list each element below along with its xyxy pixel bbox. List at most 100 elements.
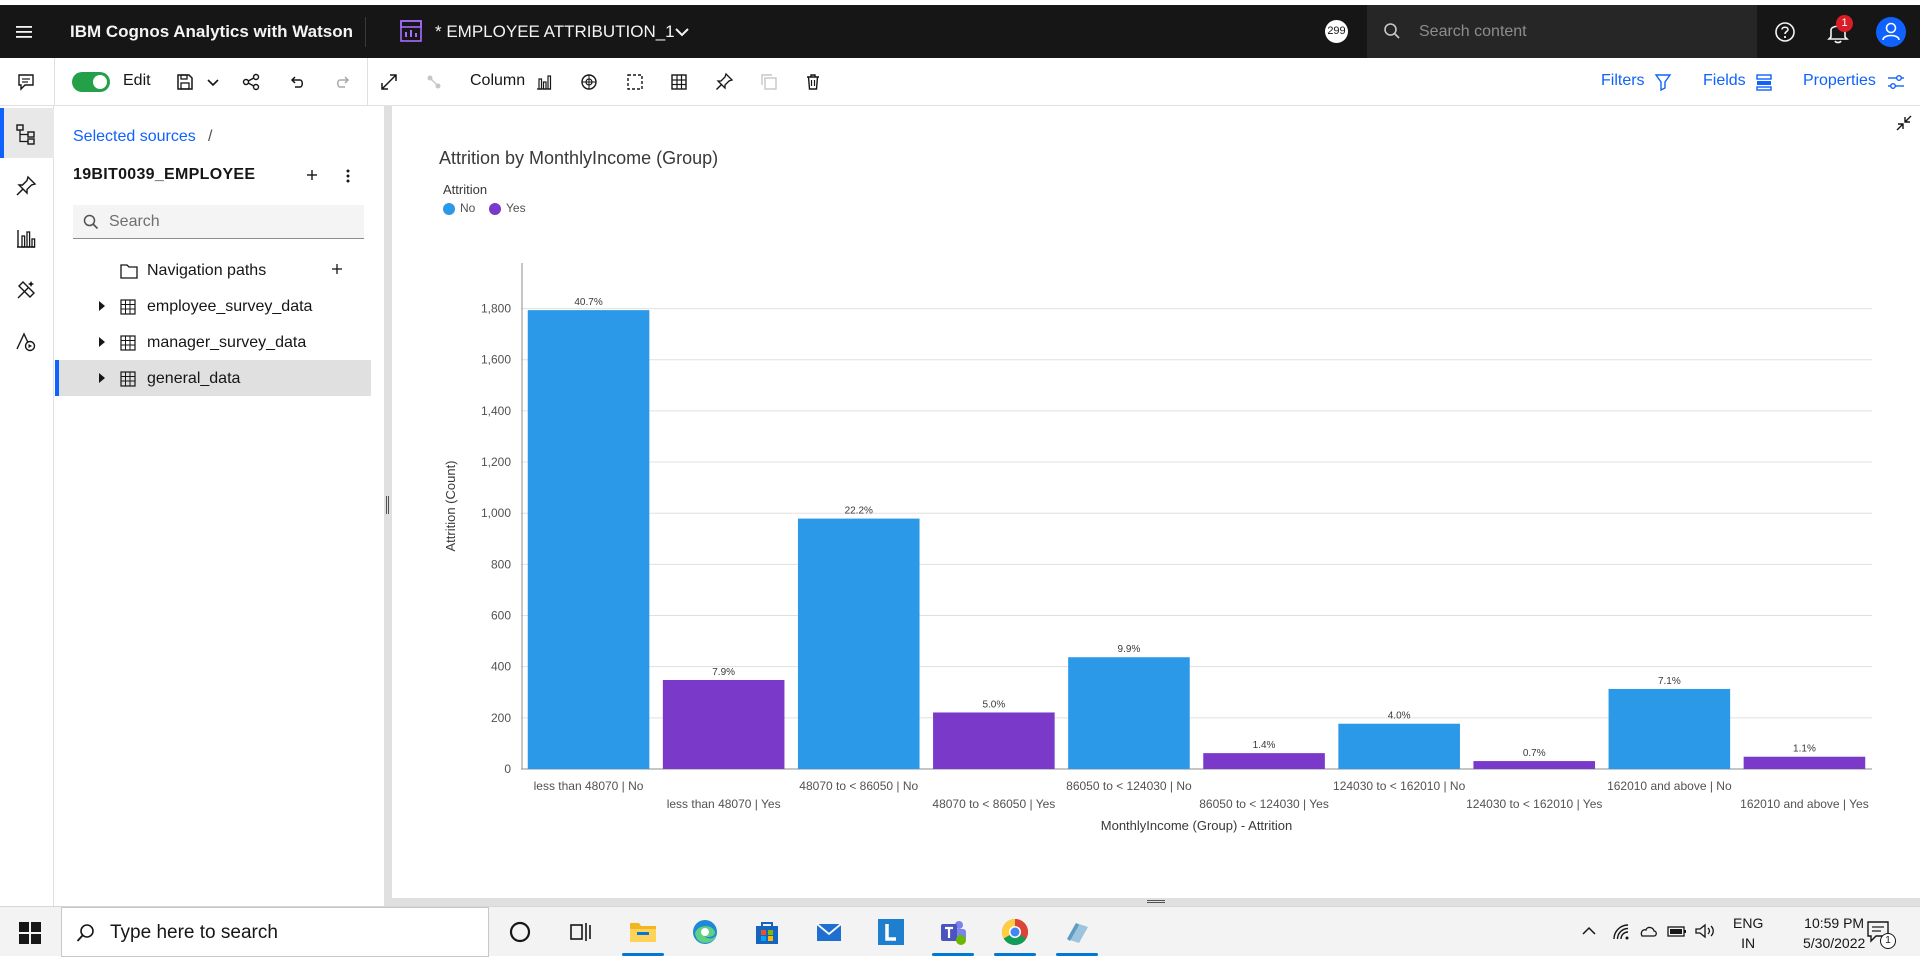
bar[interactable] [662, 679, 785, 769]
data-label: 1.4% [1253, 740, 1276, 751]
region-label: IN [1741, 935, 1756, 951]
taskbar-search-input[interactable]: Type here to search [61, 907, 489, 957]
filters-button[interactable]: Filters [1601, 72, 1645, 89]
bar[interactable] [797, 518, 920, 769]
bar[interactable] [1338, 723, 1460, 769]
windows-start-icon[interactable] [19, 922, 41, 944]
chevron-up-icon[interactable] [1581, 923, 1597, 939]
data-tree-icon[interactable] [14, 122, 38, 146]
bottom-resize-handle[interactable] [392, 898, 1920, 906]
data-label: 4.0% [1388, 711, 1411, 722]
column-chart[interactable]: 0 200 400 600 800 1,000 1,200 1,400 1,600 1,800 40… [392, 106, 1920, 906]
properties-button[interactable]: Properties [1803, 72, 1876, 89]
caret-right-icon[interactable] [98, 373, 106, 383]
report-title[interactable]: * EMPLOYEE ATTRIBUTION_1 [435, 22, 675, 41]
filter-icon[interactable] [1654, 72, 1672, 92]
save-chevron-down-icon[interactable] [205, 72, 221, 92]
chevron-down-icon[interactable] [673, 23, 691, 41]
task-view-icon[interactable] [566, 917, 596, 947]
visualization-icon[interactable] [14, 226, 38, 250]
bar[interactable] [527, 310, 650, 769]
table-icon [120, 335, 136, 351]
add-icon[interactable] [331, 263, 343, 275]
volume-icon[interactable] [1694, 923, 1716, 939]
add-icon[interactable] [305, 168, 319, 182]
share-icon[interactable] [241, 72, 261, 92]
count-badge[interactable]: 299 [1325, 20, 1348, 43]
undo-icon[interactable] [287, 72, 307, 92]
tree-item-manager-survey-data[interactable]: manager_survey_data [55, 324, 371, 360]
comment-icon[interactable] [16, 72, 36, 92]
menu-icon[interactable] [14, 22, 34, 42]
action-center-icon[interactable] [1866, 920, 1892, 944]
fields-icon[interactable] [1755, 72, 1773, 92]
help-icon[interactable] [1774, 21, 1796, 43]
y-tick-label: 1,600 [481, 353, 511, 367]
bar[interactable] [933, 712, 1055, 769]
store-icon[interactable] [752, 917, 782, 947]
source-name: 19BIT0039_EMPLOYEE [73, 166, 256, 183]
x-axis-title: MonthlyIncome (Group) - Attrition [1101, 818, 1292, 833]
edit-toggle[interactable] [72, 72, 110, 92]
select-icon[interactable] [625, 72, 645, 92]
windows-taskbar: Type here to search [0, 906, 1920, 957]
clock[interactable]: 10:59 PM 5/30/2022 [1803, 913, 1865, 953]
collapse-icon[interactable] [1895, 114, 1913, 132]
teams-icon[interactable] [932, 917, 974, 956]
fields-button[interactable]: Fields [1703, 72, 1746, 89]
data-label: 7.9% [712, 667, 735, 678]
overflow-menu-icon[interactable] [345, 168, 351, 184]
file-explorer-icon[interactable] [622, 917, 664, 956]
legend-label: Yes [506, 201, 526, 215]
delete-icon[interactable] [803, 72, 823, 92]
data-label: 1.1% [1793, 744, 1816, 755]
bar[interactable] [1068, 657, 1190, 769]
tree-item-employee-survey-data[interactable]: employee_survey_data [55, 288, 371, 324]
wifi-icon[interactable] [1612, 923, 1630, 941]
cortana-icon[interactable] [505, 917, 535, 947]
breadcrumb-selected-sources[interactable]: Selected sources [73, 128, 196, 145]
app-icon[interactable] [1056, 917, 1098, 956]
x-tick-label: 162010 and above | No [1607, 779, 1732, 793]
settings-sliders-icon[interactable] [1886, 72, 1906, 92]
bar[interactable] [1203, 753, 1325, 769]
y-tick-label: 400 [491, 660, 511, 674]
bar[interactable] [1608, 688, 1731, 769]
rail-active-indicator [0, 108, 4, 158]
x-tick-label: 48070 to < 86050 | No [799, 779, 918, 793]
data-label: 5.0% [982, 699, 1005, 710]
caret-right-icon[interactable] [98, 337, 106, 347]
assistant-icon[interactable] [14, 278, 38, 302]
chrome-icon[interactable] [994, 917, 1036, 956]
search-placeholder: Search content [1419, 23, 1527, 40]
user-avatar[interactable] [1876, 17, 1906, 47]
caret-right-icon[interactable] [98, 301, 106, 311]
input-language[interactable]: ENG IN [1733, 913, 1763, 953]
tree-item-navigation-paths[interactable]: Navigation paths [55, 252, 371, 288]
pin-icon[interactable] [714, 72, 734, 92]
pin-icon[interactable] [14, 174, 38, 198]
search-icon [1383, 22, 1401, 40]
mail-icon[interactable] [814, 917, 844, 947]
edge-icon[interactable] [690, 917, 720, 947]
panel-resize-handle[interactable] [384, 106, 392, 906]
rail-active-bg [0, 108, 54, 158]
table-icon[interactable] [669, 72, 689, 92]
l-app-icon[interactable] [876, 917, 906, 947]
search-content-field[interactable]: Search content [1367, 5, 1757, 58]
tree-item-general-data[interactable]: general_data [55, 360, 371, 396]
insights-icon[interactable] [14, 330, 38, 354]
divider [365, 17, 366, 47]
battery-icon[interactable] [1667, 923, 1687, 939]
save-icon[interactable] [175, 72, 195, 92]
source-search-input[interactable]: Search [73, 205, 364, 239]
onedrive-icon[interactable] [1638, 923, 1658, 939]
viz-type-label[interactable]: Column [470, 72, 526, 89]
expand-icon[interactable] [379, 72, 399, 92]
palette-icon[interactable] [579, 72, 599, 92]
bar[interactable] [1473, 761, 1596, 769]
bar[interactable] [1743, 756, 1866, 769]
x-tick-label: less than 48070 | Yes [667, 797, 781, 811]
tree-item-label: manager_survey_data [147, 334, 307, 351]
column-chart-icon[interactable] [534, 72, 554, 92]
